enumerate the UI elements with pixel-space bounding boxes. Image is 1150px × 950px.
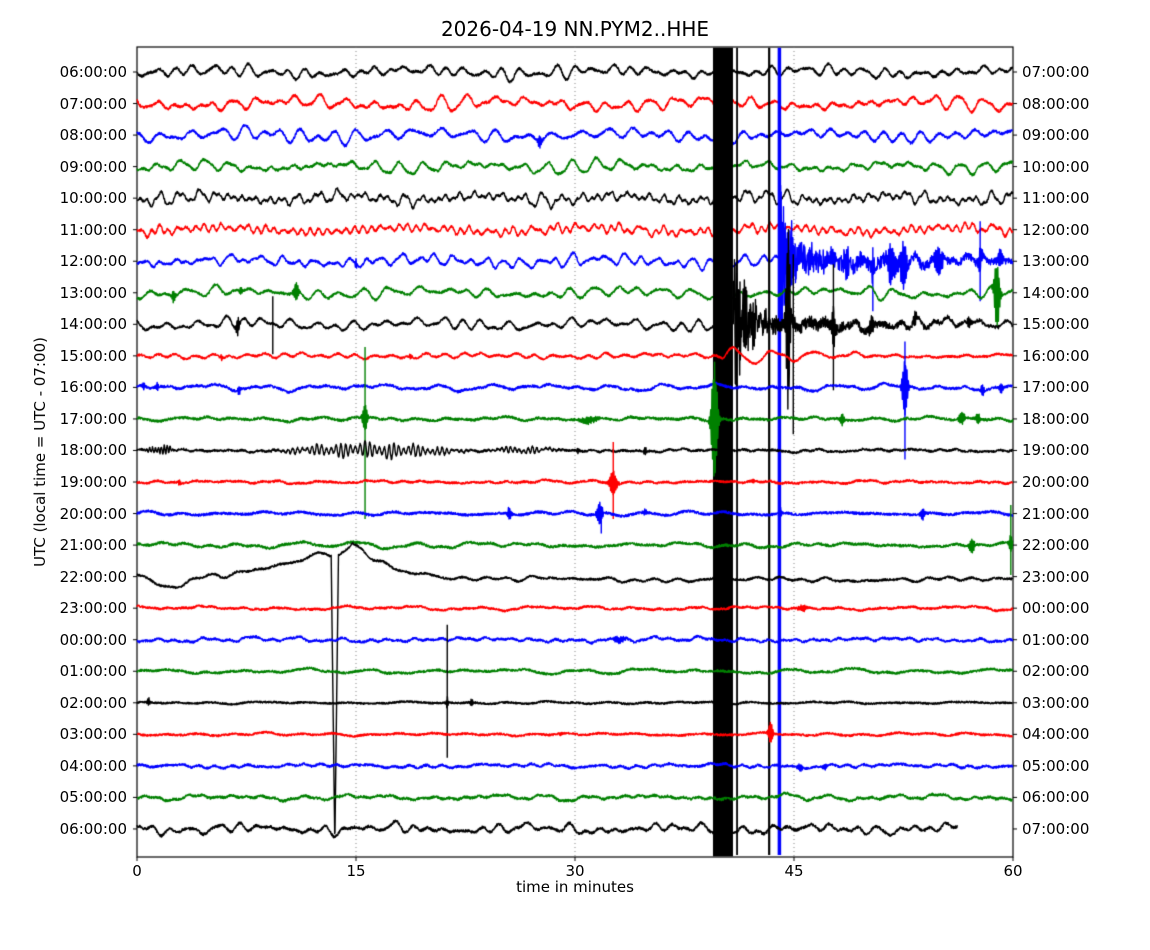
y-axis-tick-local: 19:00:00 <box>1022 441 1090 460</box>
y-axis-tick-local: 15:00:00 <box>1022 315 1090 334</box>
y-axis-tick-local: 11:00:00 <box>1022 189 1090 208</box>
y-axis-tick-local: 14:00:00 <box>1022 283 1090 302</box>
y-axis-tick-local: 08:00:00 <box>1022 94 1090 113</box>
y-axis-tick-local: 07:00:00 <box>1022 819 1090 838</box>
x-axis-tick: 30 <box>565 862 585 880</box>
y-axis-tick-local: 22:00:00 <box>1022 536 1090 555</box>
y-axis-tick-utc: 11:00:00 <box>59 220 127 239</box>
x-axis-tick: 15 <box>346 862 366 880</box>
y-axis-tick-utc: 15:00:00 <box>59 346 127 365</box>
x-axis-tick: 0 <box>132 862 142 880</box>
y-axis-tick-utc: 08:00:00 <box>59 126 127 145</box>
y-axis-tick-utc: 06:00:00 <box>59 63 127 81</box>
y-axis-tick-local: 23:00:00 <box>1022 567 1090 586</box>
y-axis-tick-utc: 05:00:00 <box>59 788 127 807</box>
y-axis-tick-local: 02:00:00 <box>1022 662 1090 681</box>
y-axis-tick-local: 13:00:00 <box>1022 252 1090 271</box>
y-axis-tick-utc: 02:00:00 <box>59 693 127 712</box>
y-axis-tick-utc: 18:00:00 <box>59 441 127 460</box>
y-axis-tick-local: 07:00:00 <box>1022 63 1090 81</box>
x-axis-tick: 60 <box>1003 862 1023 880</box>
y-axis-tick-local: 16:00:00 <box>1022 346 1090 365</box>
y-axis-tick-utc: 03:00:00 <box>59 725 127 744</box>
y-axis-tick-utc: 09:00:00 <box>59 157 127 176</box>
y-axis-tick-utc: 07:00:00 <box>59 94 127 113</box>
y-axis-tick-utc: 13:00:00 <box>59 283 127 302</box>
y-axis-tick-utc: 20:00:00 <box>59 504 127 523</box>
y-axis-tick-local: 21:00:00 <box>1022 504 1090 523</box>
y-axis-tick-local: 03:00:00 <box>1022 693 1090 712</box>
y-axis-tick-utc: 23:00:00 <box>59 599 127 618</box>
y-axis-tick-utc: 17:00:00 <box>59 409 127 428</box>
y-axis-tick-utc: 22:00:00 <box>59 567 127 586</box>
y-axis-tick-local: 09:00:00 <box>1022 126 1090 145</box>
y-axis-tick-utc: 01:00:00 <box>59 662 127 681</box>
y-axis-tick-local: 12:00:00 <box>1022 220 1090 239</box>
x-axis-label: time in minutes <box>516 878 634 896</box>
y-axis-tick-local: 20:00:00 <box>1022 473 1090 492</box>
y-axis-tick-utc: 16:00:00 <box>59 378 127 397</box>
y-axis-tick-local: 10:00:00 <box>1022 157 1090 176</box>
y-axis-tick-utc: 12:00:00 <box>59 252 127 271</box>
y-axis-tick-utc: 00:00:00 <box>59 630 127 649</box>
y-axis-tick-local: 04:00:00 <box>1022 725 1090 744</box>
x-axis-tick: 45 <box>784 862 804 880</box>
y-axis-tick-local: 00:00:00 <box>1022 599 1090 618</box>
y-axis-tick-local: 18:00:00 <box>1022 409 1090 428</box>
y-axis-tick-utc: 06:00:00 <box>59 819 127 838</box>
y-axis-tick-local: 06:00:00 <box>1022 788 1090 807</box>
y-axis-tick-local: 01:00:00 <box>1022 630 1090 649</box>
y-axis-tick-local: 05:00:00 <box>1022 756 1090 775</box>
y-axis-tick-utc: 14:00:00 <box>59 315 127 334</box>
y-axis-tick-utc: 21:00:00 <box>59 536 127 555</box>
y-axis-tick-local: 17:00:00 <box>1022 378 1090 397</box>
y-axis-tick-utc: 10:00:00 <box>59 189 127 208</box>
y-axis-tick-utc: 04:00:00 <box>59 756 127 775</box>
y-axis-tick-utc: 19:00:00 <box>59 473 127 492</box>
figure-title: 2026-04-19 NN.PYM2..HHE <box>440 17 710 41</box>
